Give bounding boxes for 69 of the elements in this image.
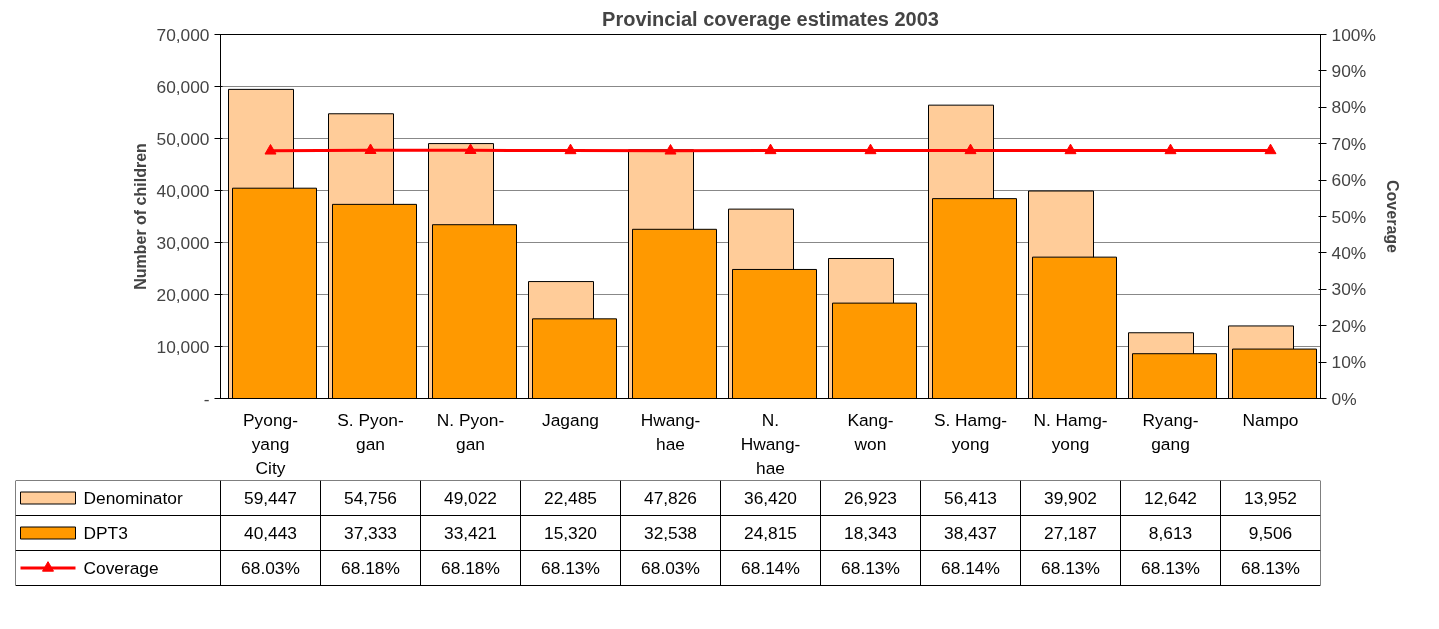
data-label: 40,443 <box>244 523 297 543</box>
y-tick-label: 50,000 <box>156 128 210 149</box>
y-tick-label: - <box>203 388 210 409</box>
y2-tick-label: 10% <box>1331 352 1367 373</box>
data-label: 68.03% <box>641 558 700 578</box>
data-label: 68.14% <box>741 558 800 578</box>
y2-tick-label: 80% <box>1331 97 1367 118</box>
legend-label: Coverage <box>83 558 159 578</box>
legend-label: Denominator <box>83 488 183 508</box>
data-label: 68.14% <box>941 558 1000 578</box>
y2-tick-label: 90% <box>1331 60 1367 81</box>
y2-tick-label: 60% <box>1331 170 1367 191</box>
x-tick-label: S. Hamg- yong <box>933 409 1008 454</box>
data-label: 27,187 <box>1044 523 1097 543</box>
data-label: 68.13% <box>1141 558 1200 578</box>
data-label: 68.18% <box>341 558 400 578</box>
x-tick-label: Pyong- yang City <box>243 409 298 478</box>
data-label: 33,421 <box>444 523 497 543</box>
x-tick-label: N. Pyon- gan <box>436 409 505 454</box>
data-label: 38,437 <box>944 523 997 543</box>
y2-tick-label: 30% <box>1331 279 1367 300</box>
data-label: 32,538 <box>644 523 697 543</box>
data-label: 68.03% <box>241 558 300 578</box>
data-label: 24,815 <box>744 523 797 543</box>
data-label: 18,343 <box>844 523 897 543</box>
data-label: 15,320 <box>544 523 597 543</box>
y2-tick-label: 50% <box>1331 206 1367 227</box>
data-label: 36,420 <box>744 488 797 508</box>
y-tick-label: 10,000 <box>156 336 210 357</box>
y-tick-label: 20,000 <box>156 284 210 305</box>
x-tick-label: Hwang- hae <box>640 409 701 454</box>
data-label: 68.13% <box>1041 558 1100 578</box>
data-label: 68.13% <box>541 558 600 578</box>
x-tick-label: Nampo <box>1242 409 1299 430</box>
y2-tick-label: 70% <box>1331 133 1367 154</box>
data-label: 47,826 <box>644 488 697 508</box>
x-tick-label: Ryang- gang <box>1142 409 1199 454</box>
data-label: 26,923 <box>844 488 897 508</box>
data-label: 39,902 <box>1044 488 1097 508</box>
y-axis-title: Number of children <box>131 143 149 290</box>
x-tick-label: Jagang <box>542 409 599 430</box>
data-label: 68.13% <box>841 558 900 578</box>
data-label: 49,022 <box>444 488 497 508</box>
y-tick-label: 40,000 <box>156 180 210 201</box>
data-label: 68.18% <box>441 558 500 578</box>
data-label: 56,413 <box>944 488 997 508</box>
x-tick-label: S. Pyon- gan <box>337 409 404 454</box>
x-tick-label: N. Hamg- yong <box>1033 409 1108 454</box>
y2-tick-label: 0% <box>1331 388 1357 409</box>
legend-label: DPT3 <box>83 523 128 543</box>
data-label: 68.13% <box>1241 558 1300 578</box>
chart-title: Provincial coverage estimates 2003 <box>602 7 939 30</box>
data-label: 22,485 <box>544 488 597 508</box>
y-tick-label: 30,000 <box>156 232 210 253</box>
y2-tick-label: 100% <box>1331 24 1376 45</box>
x-tick-label: N. Hwang- hae <box>740 409 801 478</box>
data-label: 37,333 <box>344 523 397 543</box>
data-label: 54,756 <box>344 488 397 508</box>
y-tick-label: 70,000 <box>156 24 210 45</box>
y-tick-label: 60,000 <box>156 76 210 97</box>
data-label: 13,952 <box>1244 488 1297 508</box>
data-label: 12,642 <box>1144 488 1197 508</box>
x-tick-label: Kang- won <box>847 409 894 454</box>
y2-axis-title: Coverage <box>1383 180 1401 254</box>
y2-tick-label: 20% <box>1331 315 1367 336</box>
data-label: 9,506 <box>1248 523 1293 543</box>
data-label: 59,447 <box>244 488 297 508</box>
data-label: 8,613 <box>1148 523 1193 543</box>
y2-tick-label: 40% <box>1331 242 1367 263</box>
